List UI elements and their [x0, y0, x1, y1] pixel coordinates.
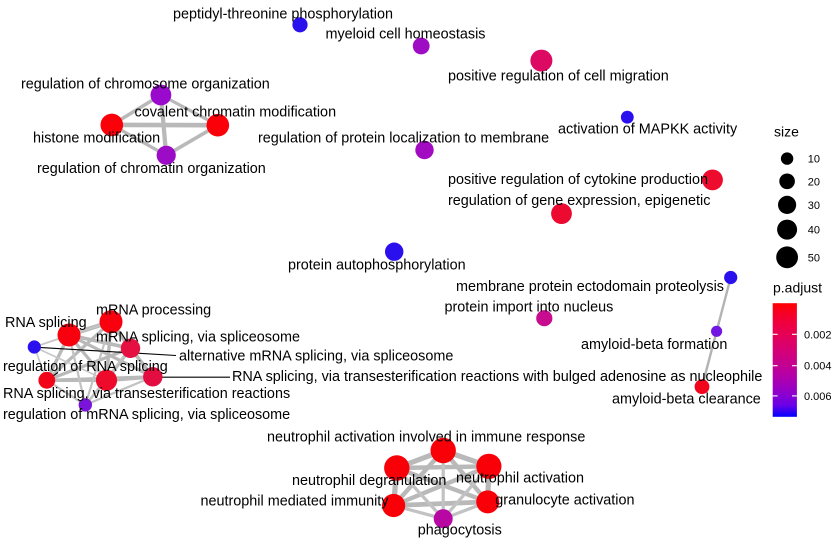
svg-text:neutrophil degranulation: neutrophil degranulation	[292, 473, 446, 489]
svg-text:50: 50	[808, 252, 820, 264]
svg-text:phagocytosis: phagocytosis	[418, 523, 502, 539]
svg-text:neutrophil activation: neutrophil activation	[456, 471, 584, 487]
svg-text:regulation of chromatin organi: regulation of chromatin organization	[37, 161, 266, 177]
svg-text:RNA splicing: RNA splicing	[5, 315, 87, 331]
svg-text:RNA splicing, via transesterif: RNA splicing, via transesterification re…	[3, 386, 290, 402]
svg-text:p.adjust: p.adjust	[773, 280, 822, 296]
svg-text:positive regulation of cytokin: positive regulation of cytokine producti…	[448, 172, 708, 188]
svg-text:20: 20	[808, 176, 820, 188]
svg-text:0.004: 0.004	[804, 361, 832, 373]
svg-text:30: 30	[808, 200, 820, 212]
svg-text:protein import into nucleus: protein import into nucleus	[445, 299, 614, 315]
svg-text:protein autophosphorylation: protein autophosphorylation	[288, 258, 466, 274]
svg-text:0.002: 0.002	[804, 329, 832, 341]
svg-text:regulation of protein localiza: regulation of protein localization to me…	[258, 130, 549, 146]
svg-text:membrane protein ectodomain pr: membrane protein ectodomain proteolysis	[456, 279, 724, 295]
svg-text:activation of MAPKK activity: activation of MAPKK activity	[558, 122, 738, 138]
svg-text:regulation of gene expression,: regulation of gene expression, epigeneti…	[448, 193, 710, 209]
svg-text:regulation of RNA splicing: regulation of RNA splicing	[3, 359, 168, 375]
svg-text:neutrophil mediated immunity: neutrophil mediated immunity	[201, 494, 390, 510]
svg-text:myeloid cell homeostasis: myeloid cell homeostasis	[326, 27, 486, 43]
svg-text:peptidyl-threonine phosphoryla: peptidyl-threonine phosphorylation	[173, 7, 393, 23]
svg-text:positive regulation of cell mi: positive regulation of cell migration	[448, 68, 669, 84]
svg-text:mRNA processing: mRNA processing	[96, 302, 211, 318]
svg-text:covalent chromatin modificatio: covalent chromatin modification	[135, 105, 337, 121]
svg-text:mRNA splicing, via spliceosome: mRNA splicing, via spliceosome	[96, 329, 300, 345]
svg-text:size: size	[774, 124, 799, 140]
svg-text:40: 40	[808, 225, 820, 237]
svg-text:neutrophil activation involved: neutrophil activation involved in immune…	[267, 429, 585, 445]
svg-text:amyloid-beta clearance: amyloid-beta clearance	[612, 391, 761, 407]
svg-text:regulation of mRNA splicing, v: regulation of mRNA splicing, via spliceo…	[3, 407, 290, 423]
svg-text:amyloid-beta formation: amyloid-beta formation	[581, 337, 727, 353]
svg-text:0.006: 0.006	[804, 391, 832, 403]
svg-text:RNA splicing, via transesterif: RNA splicing, via transesterification re…	[232, 369, 762, 385]
svg-text:10: 10	[808, 154, 820, 166]
svg-text:histone modification: histone modification	[33, 131, 160, 147]
svg-text:regulation of chromosome organ: regulation of chromosome organization	[21, 77, 270, 93]
svg-text:granulocyte activation: granulocyte activation	[495, 493, 634, 509]
svg-text:alternative mRNA splicing, via: alternative mRNA splicing, via spliceoso…	[179, 349, 453, 365]
